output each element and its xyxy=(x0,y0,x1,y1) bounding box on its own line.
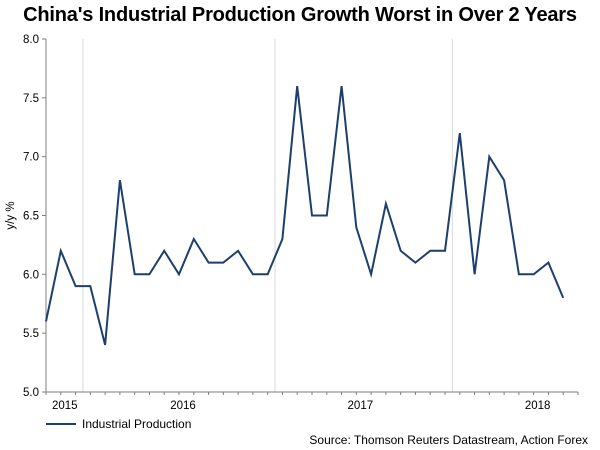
data-point xyxy=(134,273,136,275)
data-point xyxy=(355,226,357,228)
data-point xyxy=(341,85,343,87)
legend: Industrial Production xyxy=(46,417,191,431)
y-tick-label: 5.0 xyxy=(23,387,39,399)
data-point xyxy=(208,262,210,264)
data-point xyxy=(414,262,416,264)
data-point xyxy=(267,273,269,275)
data-point xyxy=(518,273,520,275)
data-point xyxy=(311,215,313,217)
data-point xyxy=(459,132,461,134)
data-point xyxy=(547,262,549,264)
data-point xyxy=(503,179,505,181)
data-point xyxy=(252,273,254,275)
data-point xyxy=(119,179,121,181)
y-tick-label: 6.0 xyxy=(23,269,39,281)
data-point xyxy=(429,250,431,252)
data-point xyxy=(60,250,62,252)
data-point xyxy=(104,344,106,346)
series-line-industrial-production xyxy=(45,85,565,346)
data-point xyxy=(45,320,47,322)
y-tick-label: 8.0 xyxy=(23,34,39,46)
data-point xyxy=(222,262,224,264)
data-point xyxy=(237,250,239,252)
y-tick-label: 5.5 xyxy=(23,328,39,340)
source-note: Source: Thomson Reuters Datastream, Acti… xyxy=(309,433,588,447)
data-point xyxy=(474,273,476,275)
data-point xyxy=(75,285,77,287)
y-tick-label: 7.5 xyxy=(23,93,39,105)
data-point xyxy=(193,238,195,240)
data-point xyxy=(444,250,446,252)
x-tick-label: 2018 xyxy=(525,400,551,412)
data-point xyxy=(148,273,150,275)
data-point xyxy=(296,85,298,87)
data-point xyxy=(488,156,490,158)
data-point xyxy=(326,215,328,217)
y-axis-label: y/y % xyxy=(5,201,17,229)
x-tick-label: 2015 xyxy=(52,400,78,412)
data-point xyxy=(385,203,387,205)
data-point xyxy=(281,238,283,240)
data-point xyxy=(178,273,180,275)
data-point xyxy=(400,250,402,252)
x-tick-label: 2016 xyxy=(170,400,196,412)
legend-swatch xyxy=(46,423,76,425)
data-point xyxy=(533,273,535,275)
data-point xyxy=(163,250,165,252)
data-point xyxy=(89,285,91,287)
y-tick-label: 7.0 xyxy=(23,152,39,164)
y-tick-label: 6.5 xyxy=(23,211,39,223)
x-tick-label: 2017 xyxy=(348,400,374,412)
data-point xyxy=(370,273,372,275)
chart-title: China's Industrial Production Growth Wor… xyxy=(23,4,577,26)
legend-label: Industrial Production xyxy=(82,417,192,431)
data-point xyxy=(562,297,564,299)
